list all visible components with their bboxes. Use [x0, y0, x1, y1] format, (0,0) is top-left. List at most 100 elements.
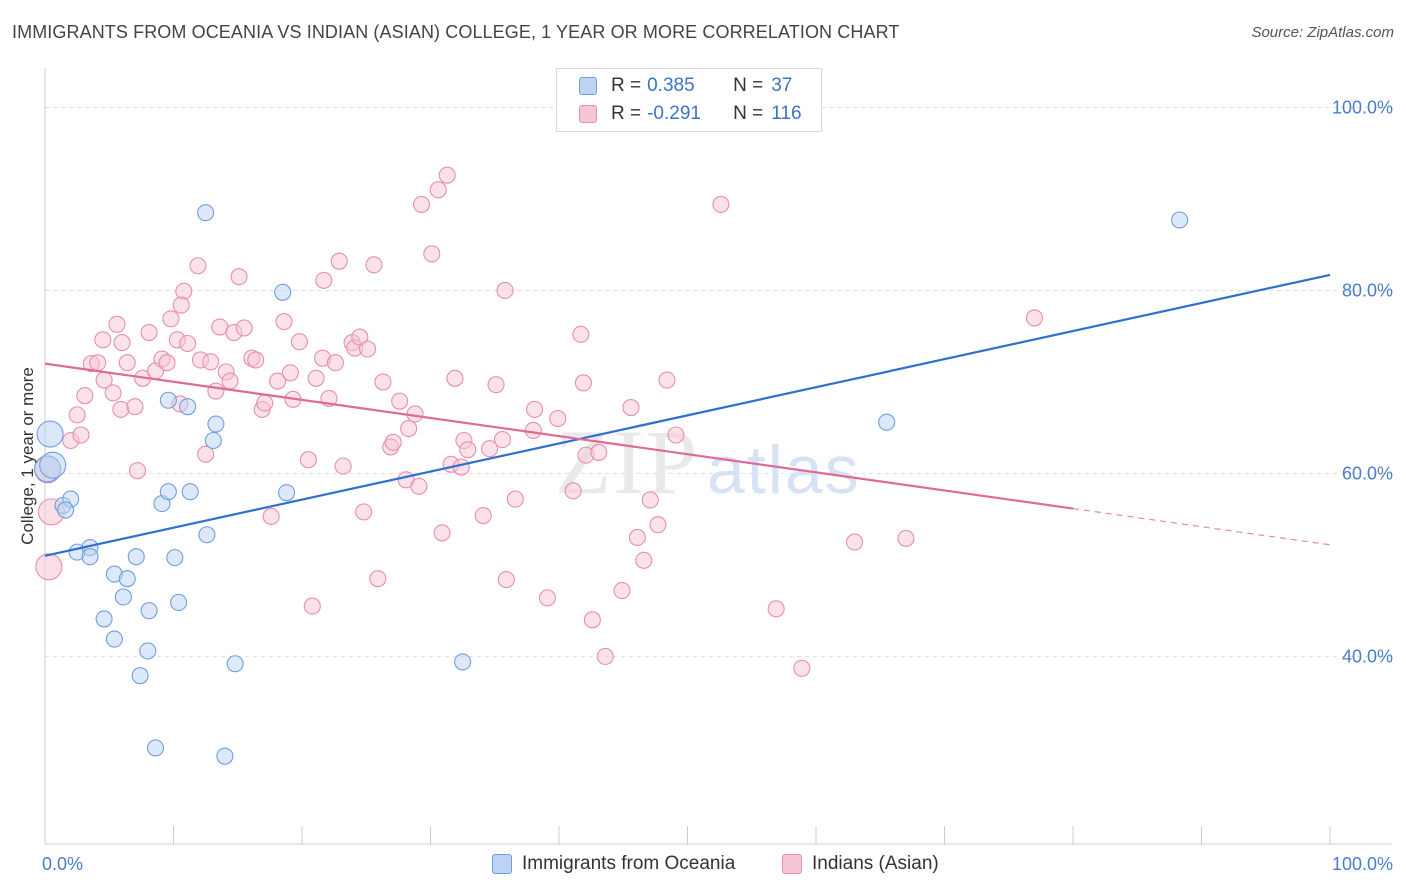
data-point-indians — [230, 268, 248, 286]
x-tick-label: 0.0% — [42, 854, 83, 874]
data-point-indians — [68, 406, 86, 424]
data-point-indians — [128, 462, 147, 480]
data-point-oceania — [118, 570, 136, 588]
data-point-indians — [635, 551, 653, 569]
legend-swatch-pink — [579, 105, 597, 123]
data-point-indians — [351, 328, 369, 346]
data-point-indians — [303, 597, 321, 615]
y-tick-label: 80.0% — [1342, 280, 1393, 300]
trend-lines — [44, 273, 1331, 557]
data-point-indians — [583, 611, 601, 629]
data-point-oceania — [39, 451, 67, 479]
legend-swatch-blue — [579, 77, 597, 95]
data-point-indians — [897, 529, 915, 547]
data-point-indians — [355, 503, 373, 521]
data-point-indians — [256, 394, 274, 412]
data-point-indians — [72, 426, 90, 444]
data-point-oceania — [139, 642, 157, 660]
legend-r-value: 0.385 — [647, 75, 695, 96]
series-legend-indians: Indians (Asian) — [782, 852, 939, 876]
data-point-oceania — [95, 610, 113, 628]
data-point-indians — [118, 354, 136, 372]
y-tick-label: 40.0% — [1342, 646, 1393, 666]
data-point-oceania — [204, 431, 222, 450]
tick-labels: 40.0% 60.0% 80.0% 100.0% 0.0% 100.0% — [42, 97, 1393, 874]
data-point-indians — [262, 507, 280, 525]
data-point-indians — [712, 195, 730, 213]
data-point-oceania — [105, 630, 123, 648]
data-point-indians — [334, 457, 352, 475]
data-point-indians — [496, 281, 514, 299]
data-point-indians — [207, 382, 225, 400]
gridlines — [45, 106, 1392, 657]
watermark: ZIP atlas — [555, 411, 861, 513]
data-point-oceania — [179, 398, 197, 416]
data-point-indians — [140, 323, 158, 342]
data-point-oceania — [170, 593, 188, 611]
data-point-indians — [76, 387, 94, 405]
data-point-indians — [613, 582, 631, 600]
data-point-indians — [391, 392, 409, 410]
data-point-indians — [526, 400, 544, 418]
data-point-indians — [108, 315, 126, 333]
data-point-indians — [299, 451, 317, 469]
data-point-indians — [235, 319, 253, 337]
trend-line-blue — [44, 273, 1331, 557]
data-point-oceania — [127, 548, 145, 566]
data-point-indians — [423, 245, 441, 263]
data-point-indians — [179, 334, 197, 353]
data-point-indians — [35, 553, 63, 581]
data-point-indians — [524, 421, 542, 439]
data-point-indians — [358, 340, 377, 358]
data-point-indians — [374, 373, 392, 391]
data-point-oceania — [146, 739, 165, 757]
data-point-indians — [400, 420, 418, 438]
data-point-oceania — [198, 526, 216, 544]
data-point-indians — [1025, 309, 1043, 327]
data-point-oceania — [878, 413, 896, 431]
correlation-legend: R = 0.385 N = 37 R = -0.291 N = 116 — [556, 68, 822, 132]
legend-row-indians: R = -0.291 N = 116 — [579, 100, 802, 128]
data-point-indians — [433, 524, 451, 542]
data-point-oceania — [274, 283, 292, 301]
legend-row-oceania: R = 0.385 N = 37 — [579, 72, 792, 100]
y-tick-label: 60.0% — [1342, 463, 1393, 483]
data-point-oceania — [278, 484, 296, 502]
data-point-indians — [793, 659, 811, 677]
data-point-indians — [564, 482, 582, 500]
data-point-indians — [247, 351, 265, 369]
data-point-indians — [197, 445, 215, 463]
data-point-indians — [202, 353, 220, 371]
y-axis-label: College, 1 year or more — [18, 367, 37, 545]
data-point-indians — [112, 400, 130, 418]
data-point-indians — [667, 426, 685, 444]
data-point-oceania — [140, 602, 158, 620]
data-point-indians — [493, 431, 512, 449]
data-point-indians — [481, 440, 499, 458]
data-point-indians — [572, 325, 590, 343]
data-point-oceania — [81, 548, 99, 566]
legend-n-value: 116 — [771, 103, 802, 124]
data-point-indians — [113, 334, 131, 352]
data-point-oceania — [159, 391, 177, 409]
data-point-indians — [307, 369, 325, 387]
series-swatch-pink — [782, 854, 802, 874]
data-point-indians — [574, 374, 592, 392]
trend-line-extension-pink — [1072, 507, 1331, 546]
data-point-indians — [590, 443, 608, 461]
data-point-oceania — [57, 501, 75, 519]
data-point-oceania — [166, 549, 184, 567]
series-legend-label: Indians (Asian) — [812, 853, 939, 874]
data-point-indians — [126, 398, 144, 416]
data-point-indians — [365, 256, 383, 274]
data-point-indians — [474, 506, 492, 525]
data-point-indians — [649, 516, 667, 534]
data-point-oceania — [159, 483, 177, 501]
legend-n-label: N = — [733, 103, 764, 124]
data-point-indians — [641, 491, 659, 509]
legend-r-value: -0.291 — [647, 103, 701, 124]
trend-line-pink — [44, 362, 1074, 510]
data-point-indians — [845, 533, 864, 551]
data-point-oceania — [197, 204, 215, 222]
legend-r-label: R = — [611, 75, 642, 96]
